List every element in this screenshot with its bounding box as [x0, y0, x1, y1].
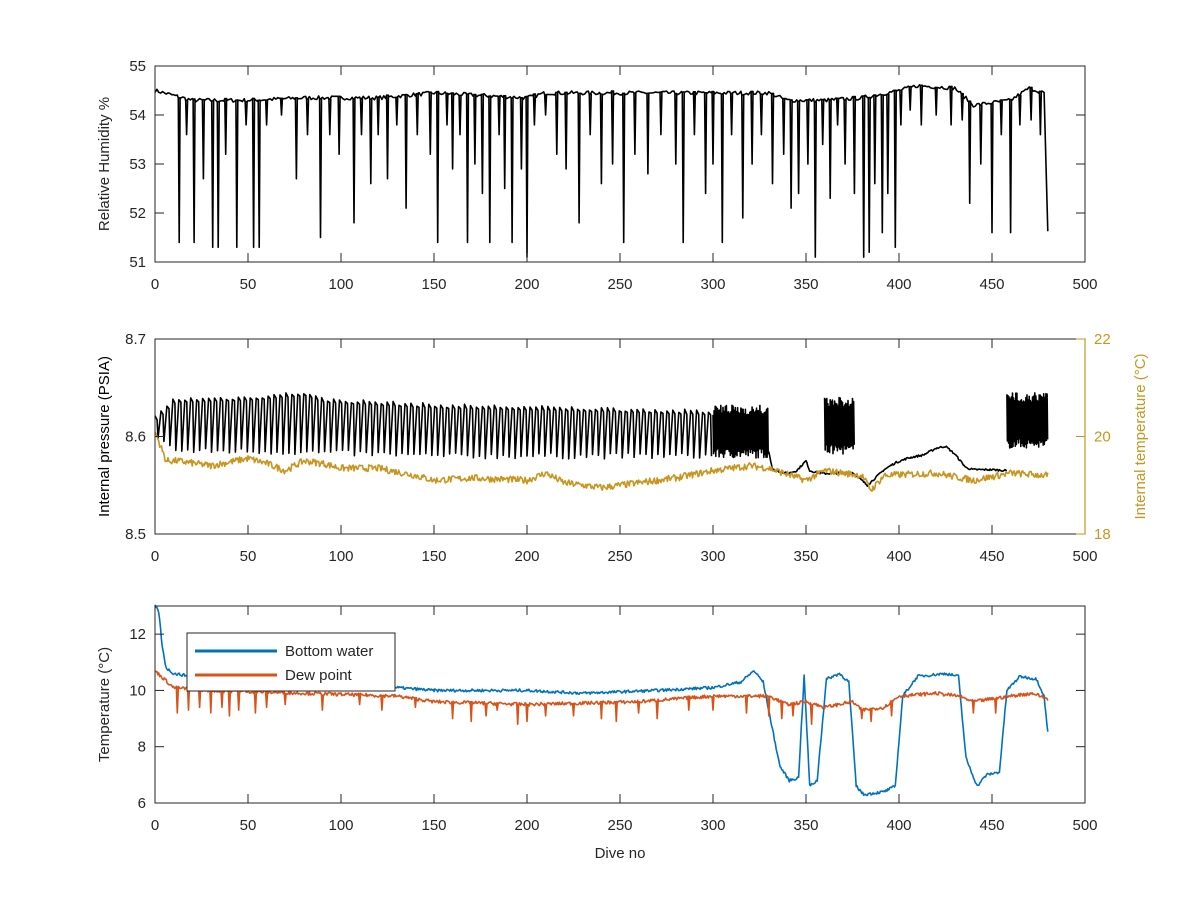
humidity-y-axis-label: Relative Humidity % — [96, 97, 113, 231]
humidity-x-ticks: 0 50 100 150 200 250 300 350 400 450 500 — [151, 66, 1098, 293]
legend-bottom-water-label: Bottom water — [285, 643, 373, 660]
x-tick-label: 500 — [1072, 817, 1097, 834]
x-tick-label: 300 — [700, 548, 725, 565]
x-tick-label: 200 — [514, 276, 539, 293]
y-tick-label: 6 — [138, 795, 146, 812]
x-tick-label: 450 — [979, 817, 1004, 834]
y-tick-label: 10 — [129, 682, 146, 699]
x-tick-label: 500 — [1072, 276, 1097, 293]
y-tick-label: 8.5 — [125, 526, 146, 543]
y-tick-label: 55 — [129, 58, 146, 75]
temperature-panel: 0 50 100 150 200 250 300 350 400 450 500 6 8 10 12 Te… — [96, 604, 1098, 862]
series-line-left-4 — [1006, 392, 1049, 449]
temperature-y-axis-label: Temperature (°C) — [96, 647, 113, 762]
x-tick-label: 300 — [700, 817, 725, 834]
y-tick-label: 12 — [129, 626, 146, 643]
pressure-x-ticks: 0 50 100 150 200 250 300 350 400 450 500 — [151, 339, 1098, 565]
x-tick-label: 350 — [793, 276, 818, 293]
x-tick-label: 0 — [151, 817, 159, 834]
y-tick-label: 53 — [129, 156, 146, 173]
legend-dew-point-label: Dew point — [285, 667, 353, 684]
x-tick-label: 150 — [421, 276, 446, 293]
x-tick-label: 0 — [151, 276, 159, 293]
humidity-plot-area — [154, 84, 1049, 258]
x-tick-label: 0 — [151, 548, 159, 565]
y-tick-label: 51 — [129, 254, 146, 271]
x-tick-label: 400 — [886, 817, 911, 834]
humidity-panel: 0 50 100 150 200 250 300 350 400 450 500 515253545… — [96, 58, 1098, 293]
y-tick-label: 54 — [129, 107, 146, 124]
series-line-main-0 — [154, 84, 1049, 258]
internal-temperature-y-axis-label: Internal temperature (°C) — [1132, 353, 1149, 519]
series-line-left-1 — [712, 404, 769, 459]
y2-tick-label: 22 — [1094, 331, 1111, 348]
x-tick-label: 450 — [979, 276, 1004, 293]
series-line-left-3 — [823, 396, 855, 455]
x-tick-label: 100 — [328, 548, 353, 565]
x-tick-label: 150 — [421, 548, 446, 565]
x-tick-label: 250 — [607, 548, 632, 565]
series-line-dew-point — [154, 670, 1049, 725]
x-tick-label: 100 — [328, 817, 353, 834]
x-tick-label: 250 — [607, 276, 632, 293]
y-tick-label: 52 — [129, 205, 146, 222]
y-tick-label: 8.7 — [125, 331, 146, 348]
pressure-y-ticks: 8.5 8.6 8.7 — [125, 331, 164, 543]
series-line-left-2 — [768, 445, 1007, 487]
temperature-right-y-ticks: 18 20 22 — [1076, 331, 1111, 543]
x-tick-label: 450 — [979, 548, 1004, 565]
x-tick-label: 400 — [886, 548, 911, 565]
x-tick-label: 200 — [514, 817, 539, 834]
legend-box — [186, 632, 396, 692]
temperature-y-ticks: 6 8 10 12 — [129, 626, 1085, 812]
y2-tick-label: 20 — [1094, 429, 1111, 446]
series-line-left-0 — [154, 392, 713, 460]
x-tick-label: 50 — [240, 276, 257, 293]
x-tick-label: 50 — [240, 548, 257, 565]
dive-no-x-axis-label: Dive no — [595, 845, 646, 862]
x-tick-label: 50 — [240, 817, 257, 834]
pressure-y-axis-label: Internal pressure (PSIA) — [96, 356, 113, 517]
x-tick-label: 150 — [421, 817, 446, 834]
x-tick-label: 400 — [886, 276, 911, 293]
y2-tick-label: 18 — [1094, 526, 1111, 543]
x-tick-label: 300 — [700, 276, 725, 293]
temperature-x-ticks: 0 50 100 150 200 250 300 350 400 450 500 — [151, 606, 1098, 834]
y-tick-label: 8 — [138, 739, 146, 756]
temperature-legend: Bottom water Dew point — [186, 632, 396, 692]
x-tick-label: 250 — [607, 817, 632, 834]
x-tick-label: 350 — [793, 817, 818, 834]
x-tick-label: 500 — [1072, 548, 1097, 565]
x-tick-label: 350 — [793, 548, 818, 565]
x-tick-label: 100 — [328, 276, 353, 293]
x-tick-label: 200 — [514, 548, 539, 565]
pressure-plot-area — [154, 392, 1049, 492]
humidity-y-ticks: 51 52 53 54 55 — [129, 58, 1085, 271]
y-tick-label: 8.6 — [125, 429, 146, 446]
series-line-right-5 — [154, 431, 1049, 492]
pressure-panel: 0 50 100 150 200 250 300 350 400 450 500 8.5 8.6 8.7… — [96, 331, 1149, 565]
